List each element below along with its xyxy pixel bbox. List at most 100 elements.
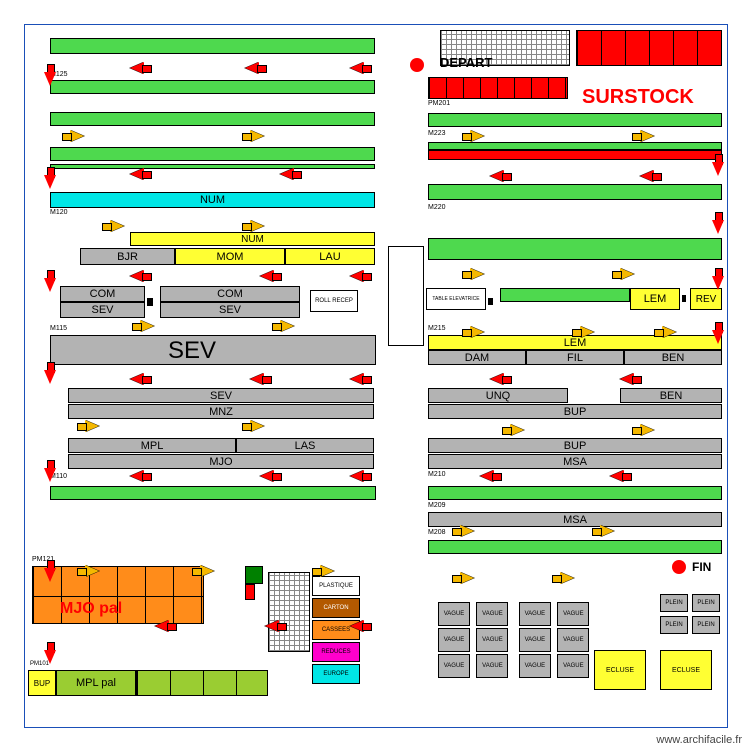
flow-arrow (460, 572, 474, 584)
ecluse2: ECLUSE (660, 650, 712, 690)
fil: FIL (526, 350, 624, 365)
sev1: SEV (60, 302, 145, 318)
red-strip (428, 77, 568, 99)
flow-arrow (580, 326, 594, 338)
gap1 (147, 298, 153, 306)
m120: M120 (50, 209, 68, 216)
plastique: PLASTIQUE (312, 576, 360, 596)
row-l4 (50, 147, 375, 161)
flow-arrow-down (44, 278, 56, 292)
mjo-pal-title: MJO pal (60, 600, 122, 618)
v7: VAGUE (519, 628, 551, 652)
row-l2 (50, 80, 375, 94)
row-l11 (50, 520, 376, 534)
europe: EUROPE (312, 664, 360, 684)
fin-label: FIN (692, 560, 711, 574)
ecluse1: ECLUSE (594, 650, 646, 690)
row-r1 (428, 113, 722, 127)
v4: VAGUE (557, 602, 589, 626)
olive-rest (136, 670, 268, 696)
flow-arrow (490, 373, 504, 385)
v6: VAGUE (476, 628, 508, 652)
m220: M220 (428, 204, 446, 211)
flow-arrow-down (44, 650, 56, 664)
flow-arrow (250, 130, 264, 142)
gap2 (488, 298, 493, 305)
flow-arrow (280, 320, 294, 332)
flow-arrow (350, 270, 364, 282)
flow-arrow (560, 572, 574, 584)
flow-arrow (350, 470, 364, 482)
flow-arrow (85, 420, 99, 432)
p3: PLEIN (660, 616, 688, 634)
sev2: SEV (160, 302, 300, 318)
flow-arrow (470, 268, 484, 280)
flow-arrow (350, 620, 364, 632)
flow-arrow (620, 373, 634, 385)
flow-arrow (250, 220, 264, 232)
m215: M215 (428, 325, 446, 332)
mpl1: MPL (68, 438, 236, 453)
rev: REV (690, 288, 722, 310)
bup-small: BUP (28, 670, 56, 696)
row-r2a (428, 142, 722, 150)
flow-arrow (130, 373, 144, 385)
flow-arrow (260, 470, 274, 482)
flow-arrow-down (712, 330, 724, 344)
msa1: MSA (428, 454, 722, 469)
bup1: BUP (428, 404, 722, 419)
red-blocks-top (576, 30, 722, 66)
flow-arrow (280, 168, 294, 180)
v3: VAGUE (519, 602, 551, 626)
v9: VAGUE (438, 654, 470, 678)
bup2: BUP (428, 438, 722, 453)
flow-arrow-down (712, 162, 724, 176)
flow-arrow (640, 130, 654, 142)
stairs-bottom (268, 572, 310, 652)
v1: VAGUE (438, 602, 470, 626)
p4: PLEIN (692, 616, 720, 634)
flow-arrow (200, 565, 214, 577)
m210: M210 (428, 471, 446, 478)
bjr: BJR (80, 248, 175, 265)
p2: PLEIN (692, 594, 720, 612)
flow-arrow (470, 326, 484, 338)
lau: LAU (285, 248, 375, 265)
carton: CARTON (312, 598, 360, 618)
flow-arrow (130, 168, 144, 180)
flow-arrow (130, 470, 144, 482)
ben1: BEN (624, 350, 722, 365)
flow-arrow (640, 170, 654, 182)
floor-plan: DEPART SURSTOCK M125 NUM M120 NUM BJR MO… (0, 0, 750, 750)
p1: PLEIN (660, 594, 688, 612)
flow-arrow (250, 420, 264, 432)
v12: VAGUE (557, 654, 589, 678)
mpl-pal: MPL pal (56, 670, 136, 696)
flow-arrow (85, 565, 99, 577)
ben2: BEN (620, 388, 722, 403)
dam: DAM (428, 350, 526, 365)
flow-arrow (320, 565, 334, 577)
flow-arrow (610, 470, 624, 482)
flow-arrow (265, 620, 279, 632)
roll-recep: ROLL RECEP (310, 290, 358, 312)
flow-arrow (600, 525, 614, 537)
flow-arrow (260, 270, 274, 282)
com2: COM (160, 286, 300, 302)
flow-arrow-down (44, 568, 56, 582)
white-box (388, 246, 424, 346)
depart-label: DEPART (440, 55, 492, 70)
small-darkgreen (245, 566, 263, 584)
num-cyan: NUM (50, 192, 375, 208)
flow-arrow (662, 326, 676, 338)
flow-arrow (110, 220, 124, 232)
bar-top-green (50, 38, 375, 54)
table-elev: TABLE ELEVATRICE (426, 288, 486, 310)
sev-title: SEV (168, 337, 216, 365)
mnz: MNZ (68, 404, 374, 419)
reduces: REDUCES (312, 642, 360, 662)
row-l10 (50, 486, 376, 500)
v5: VAGUE (438, 628, 470, 652)
flow-arrow-down (44, 72, 56, 86)
m209: M209 (428, 502, 446, 509)
